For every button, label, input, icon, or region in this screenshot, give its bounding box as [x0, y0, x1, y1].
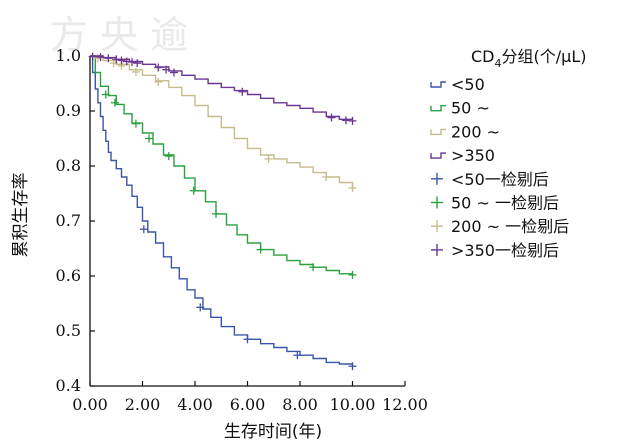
censor-mark — [189, 186, 198, 195]
censor-mark — [293, 351, 302, 360]
legend-title-prefix: CD — [471, 47, 495, 66]
censor-mark — [110, 98, 119, 107]
y-axis-label: 累积生存率 — [11, 173, 31, 258]
y-tick-label: 0.4 — [56, 376, 81, 395]
censor-mark — [117, 56, 126, 65]
x-tick-label: 0.00 — [72, 395, 108, 414]
censor-mark — [104, 54, 113, 63]
censor-mark — [131, 67, 140, 76]
censor-mark — [196, 303, 205, 312]
legend-item: 50 ~ 一检剔后 — [431, 194, 559, 213]
series-line-1 — [90, 55, 354, 275]
x-tick-label: 12.00 — [382, 395, 428, 414]
legend-items: <50 50 ~ 200 ~ >350 <50一检剔后 50 ~ 一检剔后 200 ~ 一检… — [430, 75, 569, 260]
censor-mark — [164, 152, 173, 161]
y-tick-label: 0.6 — [56, 266, 81, 285]
censor-mark — [101, 90, 110, 99]
x-tick-label: 10.00 — [330, 395, 376, 414]
censor-mark — [139, 225, 148, 234]
legend: CD4分组(个/μL) <50 50 ~ 200 ~ >350 <50一检剔后 50 ~ … — [430, 47, 586, 260]
censor-mark — [96, 53, 105, 62]
legend-item: <50一检剔后 — [431, 170, 549, 189]
y-tick-label: 1.0 — [56, 46, 81, 65]
legend-label: 50 ~ — [451, 99, 490, 118]
censor-mark — [348, 116, 357, 125]
legend-item: 200 ~ 一检剔后 — [431, 217, 569, 236]
censor-mark — [170, 68, 178, 77]
legend-item: <50 — [430, 75, 485, 94]
legend-label: 200 ~ 一检剔后 — [451, 217, 569, 236]
censor-mark — [238, 87, 247, 96]
legend-item: >350一检剔后 — [431, 241, 559, 260]
legend-swatch-line — [430, 105, 446, 112]
censor-mark — [309, 263, 318, 272]
series-line-3 — [90, 55, 354, 121]
y-tick-label: 0.8 — [56, 156, 81, 175]
censor-mark — [133, 59, 142, 68]
x-tick-label: 8.00 — [282, 395, 318, 414]
censor-mark — [112, 55, 121, 64]
y-ticks: 0.4 0.5 0.6 0.7 0.8 0.9 1.0 — [56, 46, 95, 395]
legend-label: 50 ~ 一检剔后 — [451, 194, 559, 213]
legend-item: 200 ~ — [430, 122, 500, 141]
censor-mark — [88, 52, 97, 61]
censor-mark — [348, 270, 357, 279]
censor-mark — [154, 63, 163, 72]
censor-mark — [131, 119, 140, 128]
legend-title: CD4分组(个/μL) — [471, 47, 586, 70]
legend-label: <50一检剔后 — [451, 170, 549, 189]
legend-title-sub: 4 — [495, 57, 502, 70]
series-line-2 — [90, 55, 354, 188]
censor-mark — [145, 134, 154, 143]
x-tick-label: 6.00 — [230, 395, 266, 414]
censor-mark — [327, 113, 336, 122]
censor-mark — [322, 173, 331, 181]
legend-swatch-line — [430, 152, 446, 159]
legend-item: >350 — [430, 146, 495, 165]
y-tick-label: 0.9 — [56, 101, 81, 120]
x-ticks: 0.00 2.00 4.00 6.00 8.00 10.00 12.00 — [72, 381, 428, 414]
legend-label: >350 — [451, 146, 495, 165]
legend-item: 50 ~ — [430, 99, 490, 118]
x-tick-label: 2.00 — [125, 395, 161, 414]
legend-label: 200 ~ — [451, 122, 500, 141]
legend-label: <50 — [451, 75, 485, 94]
x-axis-label: 生存时间(年) — [224, 422, 322, 440]
censor-mark — [348, 184, 357, 192]
y-tick-label: 0.5 — [56, 321, 81, 340]
censor-mark — [264, 154, 273, 163]
legend-title-suffix: 分组(个/μL) — [502, 47, 587, 66]
y-tick-label: 0.7 — [56, 211, 81, 230]
series-line-0 — [90, 55, 354, 367]
censor-mark — [128, 58, 136, 67]
censor-mark — [243, 335, 252, 344]
series-layer — [88, 52, 357, 371]
legend-label: >350一检剔后 — [451, 241, 559, 260]
censor-mark — [154, 77, 163, 86]
legend-swatch-line — [430, 81, 446, 88]
censor-mark — [162, 65, 171, 74]
x-tick-label: 4.00 — [177, 395, 213, 414]
censor-mark — [348, 362, 357, 371]
censor-mark — [256, 245, 265, 254]
legend-swatch-line — [430, 128, 446, 136]
censor-mark — [212, 209, 220, 218]
watermark: 方 央 逾 — [50, 13, 188, 57]
